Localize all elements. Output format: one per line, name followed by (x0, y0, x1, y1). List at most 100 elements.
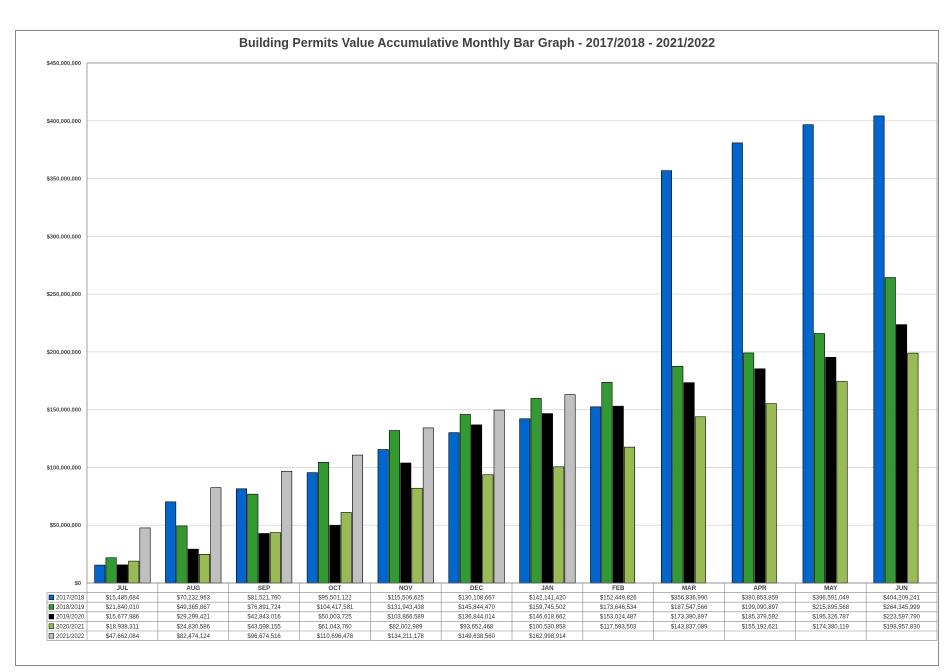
bar (210, 487, 222, 584)
legend-swatch (48, 623, 55, 629)
bar (813, 333, 825, 584)
bar (590, 406, 602, 584)
chart-title: Building Permits Value Accumulative Mont… (238, 36, 716, 50)
bar (683, 382, 695, 584)
data-label: $43,598,155 (247, 624, 281, 630)
bar (624, 446, 636, 584)
data-label: $159,745,502 (529, 605, 566, 611)
bar (329, 524, 341, 584)
bar (128, 560, 140, 584)
y-tick-label: $150,000,000 (47, 408, 81, 414)
data-label: $145,844,470 (458, 605, 495, 611)
data-label: $162,998,914 (529, 634, 566, 640)
data-label: $104,417,581 (317, 605, 354, 611)
bar (482, 474, 494, 584)
data-label: $93,652,468 (460, 624, 494, 630)
bar (165, 501, 177, 584)
bar (306, 472, 318, 584)
data-label: $15,485,684 (106, 596, 140, 602)
data-label: $173,380,897 (671, 615, 708, 621)
x-tick-label: JAN (541, 585, 554, 592)
data-label: $131,943,438 (387, 605, 424, 611)
bar (754, 368, 766, 584)
data-label: $95,501,122 (318, 596, 352, 602)
data-label: $143,837,089 (671, 624, 708, 630)
data-label: $49,365,867 (177, 605, 211, 611)
bar (553, 466, 565, 584)
bar (258, 533, 270, 584)
bar (187, 548, 199, 584)
bar (235, 488, 247, 584)
legend-swatch (48, 613, 55, 620)
x-tick-label: JUL (117, 585, 129, 592)
bar (660, 170, 672, 584)
y-tick-label: $450,000,000 (47, 61, 81, 67)
bar (377, 449, 389, 584)
data-label: $153,024,487 (600, 615, 637, 621)
legend-entry: 2019/2020 (56, 615, 85, 621)
data-label: $380,853,859 (742, 596, 779, 602)
x-tick-label: MAR (682, 585, 697, 592)
data-label: $117,593,503 (600, 624, 637, 630)
data-label: $146,618,662 (529, 615, 566, 621)
data-label: $82,474,124 (177, 634, 211, 640)
data-label: $76,891,724 (247, 605, 281, 611)
bar (281, 470, 293, 584)
bar (116, 564, 128, 584)
data-label: $223,597,790 (883, 615, 920, 621)
x-tick-label: APR (753, 585, 767, 592)
y-tick-label: $200,000,000 (47, 350, 81, 356)
data-label: $130,108,667 (458, 596, 495, 602)
bar (765, 403, 777, 584)
data-label: $61,043,760 (318, 624, 352, 630)
data-label: $42,843,016 (247, 615, 281, 621)
x-tick-label: FEB (612, 585, 625, 592)
data-label: $96,674,516 (247, 634, 281, 640)
data-label: $195,326,787 (812, 615, 849, 621)
data-label: $50,003,725 (318, 615, 352, 621)
bar (340, 512, 352, 584)
bar (105, 557, 117, 584)
bar (896, 324, 908, 584)
data-label: $199,090,897 (742, 605, 779, 611)
data-label: $264,345,999 (883, 605, 920, 611)
bar (530, 398, 542, 584)
bar (448, 432, 460, 584)
data-label: $18,938,311 (106, 624, 140, 630)
data-label: $100,530,858 (529, 624, 566, 630)
data-label: $82,002,989 (389, 624, 423, 630)
bar (731, 142, 743, 584)
data-label: $185,379,592 (742, 615, 779, 621)
data-label: $136,844,014 (458, 615, 495, 621)
x-tick-label: SEP (258, 585, 270, 592)
bar (802, 124, 814, 584)
x-tick-label: NOV (399, 585, 413, 592)
legend-entry: 2017/2018 (56, 596, 85, 602)
data-label: $149,638,560 (458, 634, 495, 640)
y-tick-label: $0 (75, 581, 81, 587)
bar (388, 430, 400, 584)
y-tick-label: $300,000,000 (47, 234, 81, 240)
bar (519, 418, 531, 584)
y-tick-label: $100,000,000 (47, 465, 81, 471)
data-label: $187,547,566 (671, 605, 708, 611)
data-label: $115,506,625 (388, 596, 425, 602)
data-label: $198,957,830 (883, 624, 920, 630)
data-label: $24,830,586 (177, 624, 211, 630)
bar (541, 413, 553, 584)
bar (247, 493, 259, 584)
bar (269, 532, 281, 584)
bar (352, 454, 364, 584)
bar (672, 365, 684, 584)
legend-swatch (48, 594, 55, 601)
x-tick-label: JUN (895, 585, 908, 592)
bar (139, 527, 151, 584)
legend-entry: 2018/2019 (56, 605, 85, 611)
bar (318, 462, 330, 584)
bar (825, 356, 837, 584)
data-label: $155,192,621 (742, 624, 779, 630)
legend-entry: 2020/2021 (56, 624, 85, 630)
y-tick-label: $50,000,000 (50, 523, 81, 529)
data-label: $21,840,010 (106, 605, 140, 611)
